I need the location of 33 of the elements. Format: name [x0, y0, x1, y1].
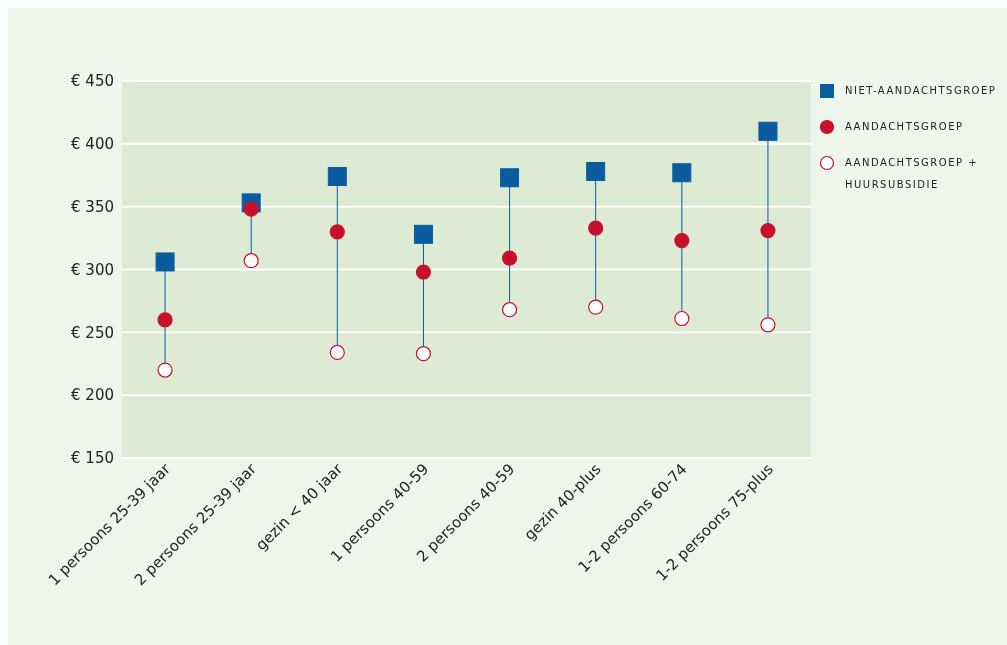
- y-tick-label: € 150: [71, 449, 114, 468]
- y-tick-label: € 350: [71, 197, 114, 216]
- point: [501, 250, 518, 266]
- point: [674, 310, 690, 327]
- point: [501, 302, 518, 318]
- point: [760, 222, 776, 239]
- y-tick-label: € 200: [71, 386, 114, 405]
- point: [672, 163, 692, 183]
- point: [588, 299, 604, 315]
- legend-label: AANDACHTSGROEP + HUURSUBSIDIE: [845, 156, 980, 192]
- legend-label: AANDACHTSGROEP: [845, 120, 964, 134]
- point: [329, 344, 345, 361]
- point: [500, 168, 520, 188]
- point: [329, 224, 345, 240]
- y-tick-label: € 300: [71, 260, 114, 279]
- point: [157, 312, 173, 328]
- point: [415, 264, 432, 280]
- point: [758, 121, 778, 141]
- point: [155, 252, 175, 272]
- y-tick-label: € 250: [71, 323, 114, 342]
- point: [243, 201, 259, 217]
- point: [415, 346, 432, 362]
- point: [588, 220, 604, 236]
- point: [674, 233, 690, 249]
- y-tick-label: € 400: [71, 135, 114, 154]
- point: [157, 362, 173, 378]
- y-tick-label: € 450: [71, 72, 114, 91]
- legend-label: NIET-AANDACHTSGROEP: [845, 84, 997, 98]
- point: [760, 317, 776, 333]
- point: [327, 167, 347, 187]
- point: [586, 161, 606, 181]
- point: [243, 253, 259, 269]
- point: [413, 224, 433, 244]
